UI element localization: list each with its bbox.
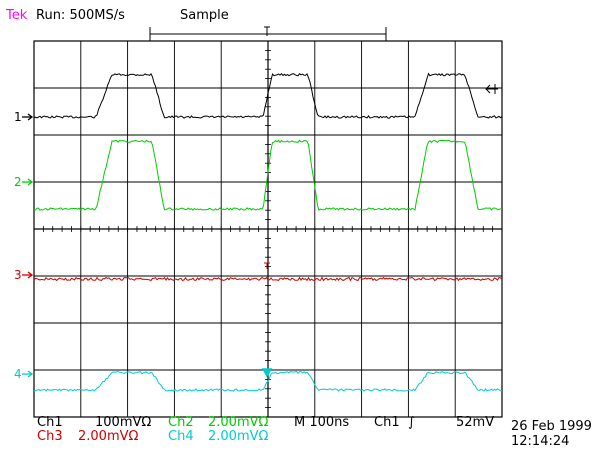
graticule xyxy=(33,40,503,418)
ch2-marker-label: 2 xyxy=(14,175,22,189)
ch1-scale: 100mVΩ xyxy=(95,415,152,430)
date-stamp: 26 Feb 1999 xyxy=(511,419,592,434)
trigger-pos-marker xyxy=(264,26,270,36)
ch1-marker-label: 1 xyxy=(14,110,22,124)
ch1-marker-arrowhead xyxy=(27,113,34,121)
record-bracket xyxy=(149,27,387,41)
ch2-marker-arrowhead xyxy=(27,178,34,186)
trigger-level-arrow xyxy=(485,84,498,94)
ch3-trigger-tick xyxy=(264,262,270,269)
ch4-marker-arrowhead xyxy=(27,370,34,378)
ch3-waveform xyxy=(33,276,503,282)
trigger-source: Ch1 xyxy=(374,415,400,430)
ch3-label: Ch3 xyxy=(37,429,63,444)
ch1-label: Ch1 xyxy=(37,415,63,430)
ch2-label: Ch2 xyxy=(168,415,194,430)
ch3-scale: 2.00mVΩ xyxy=(78,429,139,444)
ch4-waveform xyxy=(33,370,503,392)
ch4-marker-label: 4 xyxy=(14,367,22,381)
time-stamp: 12:14:24 xyxy=(511,434,570,449)
ch4-trigger-tick xyxy=(261,368,273,378)
ch2-waveform xyxy=(33,139,503,211)
brand-logo: Tek xyxy=(6,8,28,23)
trigger-slope-icon: ∫ xyxy=(408,415,415,430)
acquisition-mode: Sample xyxy=(180,8,229,23)
ch3-marker-label: 3 xyxy=(14,268,22,282)
waveform-layer xyxy=(33,72,503,392)
ch4-scale: 2.00mVΩ xyxy=(208,429,269,444)
ch2-scale: 2.00mVΩ xyxy=(208,415,269,430)
channel-markers: 1 2 3 4 xyxy=(14,110,34,381)
run-status: Run: 500MS/s xyxy=(36,8,125,23)
ch1-waveform xyxy=(33,72,503,119)
trigger-level: 52mV xyxy=(456,415,495,430)
ch4-label: Ch4 xyxy=(168,429,194,444)
ch3-marker-arrowhead xyxy=(27,271,34,279)
timebase: M 100ns xyxy=(294,415,350,430)
